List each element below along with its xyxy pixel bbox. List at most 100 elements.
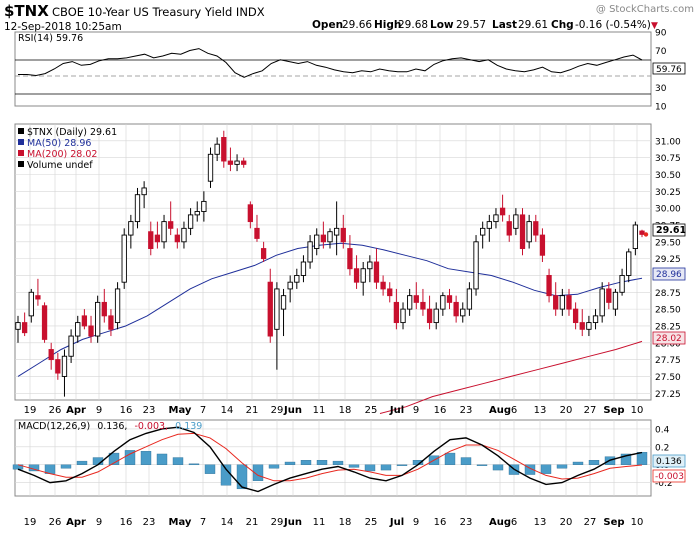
candle-body xyxy=(247,204,253,223)
x-axis-label: 16 xyxy=(434,517,447,528)
macd-badge-box xyxy=(652,454,686,468)
macd-histogram-bar xyxy=(636,452,648,465)
signal-badge-box xyxy=(652,469,686,483)
candle-body xyxy=(227,160,234,165)
x-axis-label: 10 xyxy=(631,405,644,416)
candle-body xyxy=(327,231,333,243)
candle-body xyxy=(533,221,539,236)
candle-body xyxy=(294,275,300,283)
candle-body xyxy=(95,301,101,337)
price-tick-label: 29.50 xyxy=(655,238,681,248)
price-frame xyxy=(14,123,652,401)
candle-body xyxy=(274,288,280,330)
candle-body xyxy=(480,227,486,236)
x-axis-label: 21 xyxy=(246,405,259,416)
last-label: Last xyxy=(492,19,517,31)
candle-body xyxy=(287,281,293,290)
macd-histogram-bar xyxy=(380,464,392,471)
x-axis-label: 13 xyxy=(534,405,547,416)
x-axis-label: 20 xyxy=(560,517,573,528)
legend-entry: $TNX (Daily) 29.61 xyxy=(27,127,117,138)
macd-signal-line xyxy=(17,432,643,482)
candle-body xyxy=(360,268,366,283)
candle-body xyxy=(41,305,48,340)
last-value: 29.61 xyxy=(518,19,548,31)
ma50-badge: 28.96 xyxy=(656,270,682,280)
candle-body xyxy=(446,295,453,303)
candle-body xyxy=(486,221,492,229)
macd-histogram-bar xyxy=(268,464,280,469)
legend-swatch xyxy=(18,128,24,134)
rsi-tick-label: 70 xyxy=(655,47,667,57)
candle-body xyxy=(586,322,592,330)
candle-body xyxy=(387,288,393,297)
down-arrow-icon: ▼ xyxy=(651,21,658,31)
price-panel: 31.0030.7530.5030.2530.0029.7529.5029.25… xyxy=(14,123,686,414)
macd-histogram-bar xyxy=(172,457,184,465)
candle-body xyxy=(626,251,632,276)
open-value: 29.66 xyxy=(342,19,372,31)
candle-body xyxy=(340,227,346,243)
legend-entry: MA(50) 28.96 xyxy=(27,138,91,149)
macd-legend-hist: 0.139 xyxy=(175,421,202,432)
low-value: 29.57 xyxy=(456,19,486,31)
candle-body xyxy=(307,241,313,263)
macd-histogram-bar xyxy=(252,464,264,481)
x-axis-label: 9 xyxy=(96,405,102,416)
x-axis-label: 7 xyxy=(200,405,206,416)
x-axis-label: 29 xyxy=(271,517,284,528)
candle-body xyxy=(407,295,413,310)
x-axis-label: Sep xyxy=(603,517,624,528)
x-axis-label: 26 xyxy=(49,405,62,416)
x-axis-label: Aug xyxy=(489,405,511,416)
candle-body xyxy=(241,160,247,165)
x-axis-label: 23 xyxy=(460,405,473,416)
candle-body xyxy=(75,322,81,337)
candle-body xyxy=(333,227,340,236)
candle-body xyxy=(21,322,28,334)
candle-body xyxy=(154,234,161,243)
macd-histogram-bar xyxy=(76,460,88,465)
candle-body xyxy=(572,308,579,324)
x-axis-label: 23 xyxy=(143,405,156,416)
high-value: 29.68 xyxy=(398,19,428,31)
candle-body xyxy=(114,288,121,324)
rsi-line xyxy=(18,48,643,78)
candle-body xyxy=(314,234,320,249)
macd-histogram-bar xyxy=(444,452,456,465)
macd-histogram-bar xyxy=(492,464,504,471)
candle-body xyxy=(526,221,532,243)
candle-body xyxy=(121,234,127,283)
candle-body xyxy=(453,301,459,317)
candle-body xyxy=(413,295,419,303)
candle-body xyxy=(612,291,619,310)
candle-body xyxy=(48,349,54,361)
macd-legend-prefix: MACD(12,26,9) xyxy=(18,421,90,432)
candle-body xyxy=(440,295,446,310)
x-axis-label: May xyxy=(169,517,192,528)
legend-entry: MA(200) 28.02 xyxy=(27,149,97,160)
x-axis-label: 7 xyxy=(200,517,206,528)
x-axis-label: 18 xyxy=(339,517,352,528)
signal-badge: -0.003 xyxy=(655,472,684,482)
open-label: Open xyxy=(312,19,343,31)
macd-histogram-bar xyxy=(236,464,248,490)
legend-entry: Volume undef xyxy=(27,160,93,171)
x-axis-label: 26 xyxy=(49,517,62,528)
candle-body xyxy=(260,248,267,260)
candle-body xyxy=(194,211,200,216)
price-tick-label: 28.75 xyxy=(655,289,681,299)
price-tick-label: 31.00 xyxy=(655,137,681,147)
candle-body xyxy=(201,200,207,212)
x-axis-label: 29 xyxy=(271,405,284,416)
candle-body xyxy=(473,241,479,290)
price-tick-label: 30.75 xyxy=(655,154,681,164)
ma50-badge-box xyxy=(652,267,686,281)
macd-histogram-bar xyxy=(188,463,200,466)
x-axis-label: 27 xyxy=(584,517,597,528)
x-axis-label: Jul xyxy=(389,405,404,416)
x-axis-label: Sep xyxy=(603,405,624,416)
x-axis-label: 16 xyxy=(120,405,133,416)
price-tick-label: 27.25 xyxy=(655,390,681,400)
candle-body xyxy=(606,288,612,303)
